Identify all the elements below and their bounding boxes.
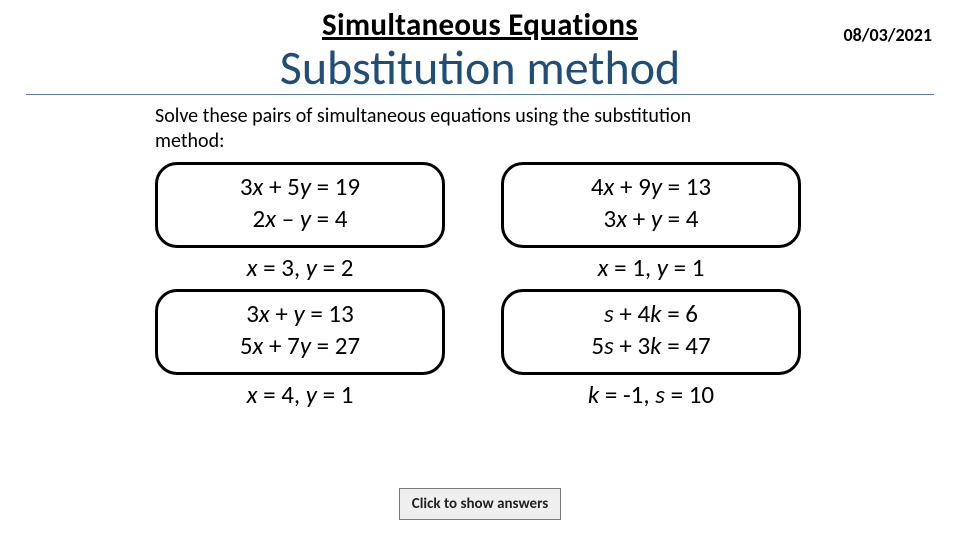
problem-3: 3x + y = 13 5x + 7y = 27 x = 4, y = 1 [155,289,445,410]
answer-1: x = 3, y = 2 [155,252,445,283]
equation-2: 3x + y = 4 [508,203,794,235]
equation-1: s + 4k = 6 [508,298,794,330]
problem-box: 3x + 5y = 19 2x – y = 4 [155,162,445,248]
equation-1: 3x + 5y = 19 [162,171,438,203]
answer-2: x = 1, y = 1 [501,252,801,283]
header-rule [26,94,934,95]
equation-1: 4x + 9y = 13 [508,171,794,203]
answer-4: k = -1, s = 10 [501,379,801,410]
problem-4: s + 4k = 6 5s + 3k = 47 k = -1, s = 10 [501,289,801,410]
problems-grid: 3x + 5y = 19 2x – y = 4 x = 3, y = 2 4x … [155,162,815,410]
answer-3: x = 4, y = 1 [155,379,445,410]
equation-2: 5s + 3k = 47 [508,330,794,362]
instruction-text: Solve these pairs of simultaneous equati… [155,104,695,154]
button-row: Click to show answers [0,488,960,520]
slide-header: Simultaneous Equations Substitution meth… [0,6,960,97]
equation-2: 5x + 7y = 27 [162,330,438,362]
problem-box: 3x + y = 13 5x + 7y = 27 [155,289,445,375]
equation-1: 3x + y = 13 [162,298,438,330]
problem-2: 4x + 9y = 13 3x + y = 4 x = 1, y = 1 [501,162,801,283]
problem-1: 3x + 5y = 19 2x – y = 4 x = 3, y = 2 [155,162,445,283]
slide-date: 08/03/2021 [844,24,932,46]
title-line-2: Substitution method [0,38,960,97]
equation-2: 2x – y = 4 [162,203,438,235]
show-answers-button[interactable]: Click to show answers [399,488,561,520]
problem-box: 4x + 9y = 13 3x + y = 4 [501,162,801,248]
problem-box: s + 4k = 6 5s + 3k = 47 [501,289,801,375]
